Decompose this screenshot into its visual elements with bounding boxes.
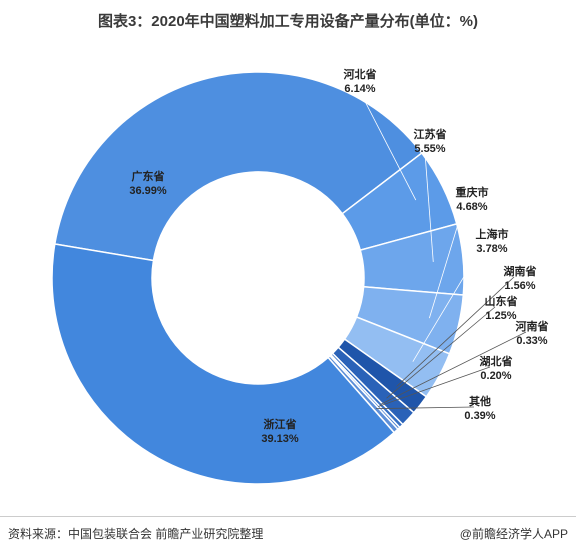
footer: 资料来源：中国包装联合会 前瞻产业研究院整理 @前瞻经济学人APP xyxy=(0,516,576,545)
slice-value-label: 0.39% xyxy=(464,410,495,422)
slice-浙江省 xyxy=(51,243,396,485)
leader-line-湖南省 xyxy=(396,276,515,387)
slice-value-label: 0.20% xyxy=(480,370,511,382)
slice-name-label: 广东省 xyxy=(132,169,165,183)
slice-value-label: 5.55% xyxy=(414,143,445,155)
slice-name-label: 河南省 xyxy=(516,319,549,333)
donut-chart: 广东省 36.99% 河北省 6.14% 江苏省 5.55% 重庆市 4.68% 上海市 3.78… xyxy=(51,67,549,485)
slice-value-label: 0.33% xyxy=(516,335,547,347)
leader-line-山东省 xyxy=(386,306,496,399)
slice-name-label: 其他 xyxy=(469,394,491,408)
slice-name-label: 山东省 xyxy=(485,294,518,308)
slice-name-label: 湖南省 xyxy=(504,264,537,278)
slice-name-label: 江苏省 xyxy=(414,127,447,141)
slice-name-label: 重庆市 xyxy=(456,185,489,199)
chart-title: 图表3：2020年中国塑料加工专用设备产量分布(单位：%) xyxy=(97,13,479,30)
slice-广东省 xyxy=(53,71,423,262)
source-note: 资料来源：中国包装联合会 前瞻产业研究院整理 xyxy=(8,527,264,541)
slice-name-label: 浙江省 xyxy=(264,417,297,431)
slice-name-label: 河北省 xyxy=(344,67,377,81)
leader-line-河南省 xyxy=(380,331,527,405)
leader-line-其他 xyxy=(375,406,475,410)
slice-value-label: 36.99% xyxy=(129,185,167,197)
slice-value-label: 1.56% xyxy=(504,280,535,292)
brand-credit: @前瞻经济学人APP xyxy=(459,527,568,541)
slice-value-label: 39.13% xyxy=(261,433,299,445)
slice-value-label: 4.68% xyxy=(456,201,487,213)
leader-line-重庆市 xyxy=(428,197,467,319)
leader-line-河北省 xyxy=(353,79,417,201)
slice-value-label: 6.14% xyxy=(344,83,375,95)
leader-line-上海市 xyxy=(412,239,487,362)
leader-line-江苏省 xyxy=(423,139,434,262)
slice-name-label: 湖北省 xyxy=(480,354,513,368)
leader-line-湖北省 xyxy=(378,366,491,407)
slice-value-label: 3.78% xyxy=(476,243,507,255)
slice-name-label: 上海市 xyxy=(476,227,509,241)
slice-value-label: 1.25% xyxy=(485,310,516,322)
